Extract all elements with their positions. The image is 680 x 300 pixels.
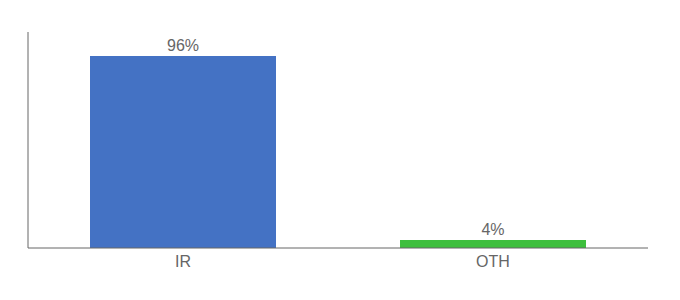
- svg-text:96%: 96%: [167, 37, 199, 54]
- svg-text:4%: 4%: [481, 221, 504, 238]
- svg-text:OTH: OTH: [476, 253, 510, 270]
- svg-text:IR: IR: [175, 253, 191, 270]
